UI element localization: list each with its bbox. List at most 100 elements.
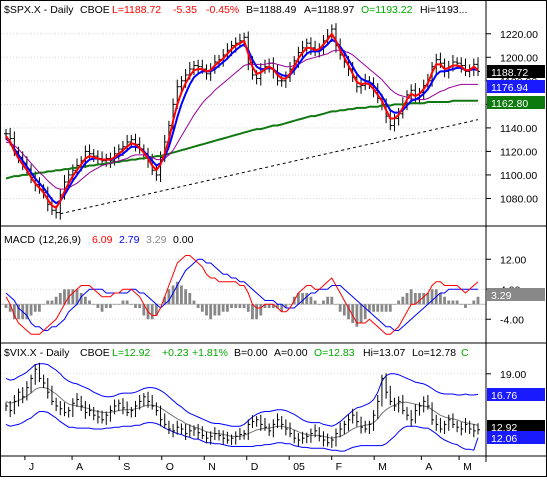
- vix-ytick-label: 19.00: [500, 369, 526, 381]
- macd-histogram-bar: [313, 300, 317, 305]
- macd-histogram-bar: [447, 300, 451, 305]
- macd-histogram-bar: [476, 296, 480, 305]
- macd-histogram-bar: [42, 304, 45, 305]
- macd-histogram-bar: [33, 304, 37, 312]
- macd-histogram-bar: [405, 293, 409, 305]
- vix-header-bid: B=0.00: [234, 347, 268, 359]
- badge-vix-lower-label: 12.06: [491, 433, 517, 445]
- macd-histogram-bar: [217, 304, 221, 316]
- trendline: [60, 119, 479, 215]
- xaxis-month-label: N: [208, 461, 216, 473]
- main-header-change: -5.35: [173, 4, 197, 16]
- macd-line: [5, 255, 479, 335]
- macd-histogram-bar: [351, 304, 355, 323]
- macd-histogram-bar: [430, 289, 434, 305]
- macd-histogram-bar: [363, 304, 367, 320]
- macd-histogram-bar: [330, 296, 334, 305]
- macd-histogram-bar: [464, 304, 467, 308]
- macd-histogram-bar: [372, 304, 375, 312]
- macd-ytick-label: -4.00: [500, 314, 524, 326]
- macd-histogram-bar: [255, 304, 259, 320]
- macd-header-label: MACD (12,26,9): [4, 234, 81, 246]
- macd-histogram-bar: [46, 300, 50, 305]
- badge-last-price-label: 1188.72: [491, 67, 528, 79]
- macd-histogram-bar: [238, 304, 242, 308]
- macd-histogram-bar: [234, 304, 238, 308]
- main-header-symbol: $SPX.X - Daily: [4, 4, 74, 16]
- macd-histogram-bar: [443, 296, 446, 305]
- ma-short-line: [5, 31, 479, 210]
- macd-histogram-bar: [251, 304, 254, 320]
- macd-histogram-bar: [100, 304, 104, 312]
- badge-macd-histogram: 3.29: [487, 288, 545, 302]
- macd-histogram-bar: [301, 293, 304, 305]
- macd-header-macd: 6.09: [92, 234, 113, 246]
- macd-histogram-bar: [180, 285, 183, 305]
- xaxis-month-label: S: [123, 461, 130, 473]
- macd-histogram-bar: [171, 285, 175, 305]
- macd-histogram-bar: [213, 304, 217, 316]
- macd-histogram-bar: [134, 304, 137, 308]
- main-header-last: L=1188.72: [112, 4, 161, 16]
- macd-histogram-bar: [388, 304, 392, 312]
- macd-histogram-bar: [29, 304, 33, 316]
- xaxis-month-label: F: [336, 461, 342, 473]
- macd-histogram-bar: [4, 304, 8, 308]
- macd-histogram-bar: [58, 293, 62, 305]
- badge-vix-upper: 16.76: [487, 388, 545, 402]
- macd-histogram-bar: [17, 304, 20, 320]
- macd-histogram-bar: [63, 289, 66, 305]
- vix-header-low: Lo=12.78: [412, 347, 456, 359]
- macd-histogram-bar: [271, 304, 275, 308]
- xaxis-month-label: O: [166, 461, 174, 473]
- macd-header: MACD (12,26,9) 6.09 2.79 3.29 0.00: [4, 234, 194, 246]
- macd-histogram-bar: [8, 304, 12, 312]
- macd-histogram-bar: [413, 293, 417, 305]
- macd-histogram-bar: [175, 281, 179, 305]
- macd-histogram-bar: [401, 296, 405, 305]
- macd-histogram-bar: [167, 289, 171, 305]
- ma-long-line: [5, 49, 478, 190]
- macd-histogram-bar: [380, 304, 384, 312]
- macd-histogram-bar: [259, 304, 263, 316]
- vix-header: $VIX.X - Daily CBOE L=12.92 +0.23 +1.81% …: [4, 347, 469, 359]
- macd-histogram-bar: [150, 304, 154, 320]
- main-ytick-label: 1140.00: [500, 123, 537, 135]
- macd-histogram-bar: [184, 289, 188, 305]
- macd-histogram-bar: [309, 296, 313, 305]
- vix-header-extra: C: [461, 347, 469, 359]
- macd-histogram-bar: [367, 304, 371, 312]
- macd-histogram-bar: [79, 293, 83, 305]
- vix-header-exchange: CBOE: [80, 347, 110, 359]
- macd-signal-line: [5, 258, 478, 331]
- macd-histogram-bar: [426, 293, 430, 305]
- macd-histogram-bar: [54, 296, 58, 305]
- main-ytick-label: 1100.00: [500, 170, 537, 182]
- macd-histogram-bar: [355, 304, 359, 327]
- macd-histogram-bar: [305, 293, 309, 305]
- macd-histogram-bar: [25, 304, 29, 320]
- macd-histogram-bar: [221, 304, 225, 312]
- macd-histogram-bar: [397, 300, 401, 305]
- main-ytick-label: 1200.00: [500, 52, 538, 64]
- macd-histogram-bar: [104, 304, 108, 308]
- vix-header-change: +0.23: [162, 347, 189, 359]
- main-header-change-pct: -0.45%: [206, 4, 239, 16]
- macd-histogram-bar: [322, 300, 325, 305]
- macd-histogram-bar: [129, 304, 133, 305]
- macd-histogram-bar: [205, 304, 208, 316]
- main-panel: [1, 1, 486, 225]
- xaxis-month-label: M: [463, 461, 472, 473]
- macd-histogram-bar: [376, 304, 380, 312]
- macd-histogram-bar: [142, 304, 146, 316]
- macd-histogram-bar: [154, 304, 158, 316]
- macd-histogram-bar: [200, 304, 204, 312]
- macd-histogram-bar: [418, 293, 421, 305]
- xaxis-month-label: J: [29, 461, 34, 473]
- macd-histogram: [4, 281, 480, 327]
- xaxis-month-label: A: [76, 461, 83, 473]
- macd-histogram-bar: [225, 304, 229, 312]
- macd-histogram-bar: [242, 304, 246, 308]
- badge-ma-mid: 1176.94: [487, 80, 545, 94]
- macd-histogram-bar: [267, 304, 271, 308]
